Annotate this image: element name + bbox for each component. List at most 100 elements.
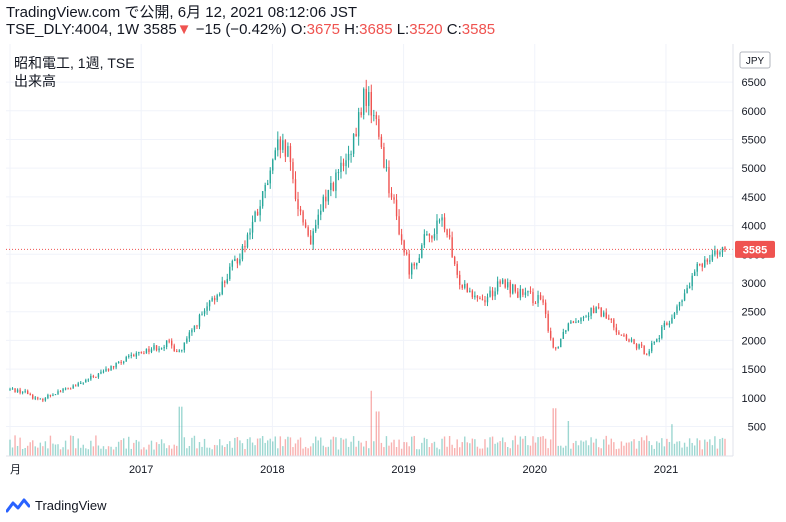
- candle-body: [549, 330, 552, 339]
- volume-bar: [704, 439, 706, 456]
- volume-bar: [246, 438, 249, 456]
- candle-body: [438, 220, 441, 222]
- volume-bar: [640, 437, 643, 456]
- volume-bar: [218, 439, 221, 456]
- volume-bar: [709, 439, 711, 456]
- volume-bar: [368, 448, 370, 456]
- candle-body: [241, 246, 244, 260]
- volume-bar: [105, 449, 107, 456]
- candle-body: [466, 284, 468, 293]
- candle-body: [496, 281, 499, 292]
- volume-bar: [514, 435, 517, 456]
- volume-bar: [656, 441, 658, 456]
- candle-body: [585, 316, 587, 318]
- volume-bar: [74, 448, 77, 456]
- volume-bar: [14, 435, 16, 456]
- candle-body: [231, 261, 234, 267]
- candle-body: [206, 306, 208, 311]
- candle-body: [345, 160, 347, 167]
- volume-bar: [721, 437, 724, 456]
- candle-body: [388, 167, 390, 194]
- volume-bar: [603, 439, 605, 456]
- candle-body: [325, 196, 327, 202]
- candle-body: [304, 222, 307, 228]
- candle-body: [582, 317, 585, 319]
- symbol-name[interactable]: TSE_DLY:4004, 1W: [6, 21, 140, 38]
- volume-bar: [365, 440, 367, 456]
- candle-body: [122, 361, 125, 363]
- candle-body: [514, 284, 517, 292]
- volume-bar: [224, 447, 226, 456]
- volume-bar: [408, 446, 410, 456]
- y-tick-label: 6500: [742, 77, 766, 89]
- volume-bar: [479, 448, 481, 456]
- volume-bar: [148, 444, 150, 456]
- volume-bar: [201, 446, 203, 456]
- candle-body: [201, 313, 203, 315]
- volume-bar: [170, 448, 173, 456]
- volume-bar: [186, 448, 188, 456]
- candle-body: [494, 291, 496, 297]
- candle-body: [405, 252, 408, 254]
- x-tick-label: 2020: [523, 464, 547, 476]
- candle-body: [471, 290, 474, 298]
- volume-bar: [393, 439, 395, 456]
- volume-bar: [446, 446, 448, 456]
- candle-body: [719, 252, 721, 255]
- volume-bar: [651, 445, 653, 456]
- volume-bar: [355, 446, 357, 456]
- footer-brand[interactable]: TradingView: [35, 497, 107, 513]
- candle-body: [317, 214, 319, 225]
- volume-bar: [259, 438, 261, 456]
- volume-bar: [653, 448, 655, 456]
- volume-bar: [160, 439, 163, 456]
- candle-body: [59, 391, 62, 393]
- candle-body: [560, 338, 562, 348]
- volume-bar: [9, 439, 11, 456]
- volume-bar: [565, 445, 567, 456]
- candle-body: [355, 133, 357, 137]
- candle-body: [67, 388, 69, 390]
- volume-bar: [628, 442, 630, 456]
- candle-body: [484, 300, 486, 303]
- y-tick-label: 500: [748, 422, 766, 434]
- volume-bar: [165, 448, 168, 456]
- volume-bar: [289, 437, 292, 456]
- last-price-badge: 3585: [735, 240, 775, 258]
- candle-body: [408, 253, 410, 275]
- candle-body: [635, 344, 638, 349]
- volume-bar: [52, 443, 54, 456]
- volume-bar: [549, 439, 552, 456]
- candle-body: [542, 299, 544, 303]
- price-chart[interactable]: 5001000150020002500300035004000450050005…: [0, 44, 786, 488]
- volume-bar: [110, 446, 112, 456]
- volume-bar: [357, 440, 360, 456]
- currency-badge[interactable]: JPY: [739, 51, 771, 69]
- volume-bar: [29, 442, 31, 456]
- volume-bar: [459, 447, 461, 456]
- candle-body: [307, 227, 309, 236]
- candle-body: [633, 339, 635, 345]
- candle-body: [85, 379, 87, 383]
- candle-body: [299, 209, 302, 212]
- volume-bar: [519, 436, 522, 456]
- volume-bar: [532, 436, 534, 456]
- chart-legend: 昭和電工, 1週, TSE 出来高: [14, 54, 135, 90]
- volume-bar: [464, 436, 466, 456]
- volume-bar: [582, 441, 585, 456]
- candle-body: [272, 159, 274, 171]
- legend-instrument[interactable]: 昭和電工, 1週, TSE: [14, 55, 135, 71]
- volume-bar: [226, 444, 228, 456]
- volume-bar: [529, 445, 532, 456]
- candle-body: [459, 274, 461, 285]
- candle-body: [368, 92, 370, 106]
- volume-bar: [522, 438, 524, 456]
- candle-body: [479, 297, 481, 300]
- volume-bar: [315, 436, 317, 456]
- volume-bar: [681, 447, 683, 456]
- legend-volume[interactable]: 出来高: [14, 73, 56, 89]
- volume-bar: [544, 438, 547, 456]
- volume-bar: [181, 406, 183, 456]
- candle-body: [446, 229, 448, 235]
- candle-body: [567, 323, 570, 331]
